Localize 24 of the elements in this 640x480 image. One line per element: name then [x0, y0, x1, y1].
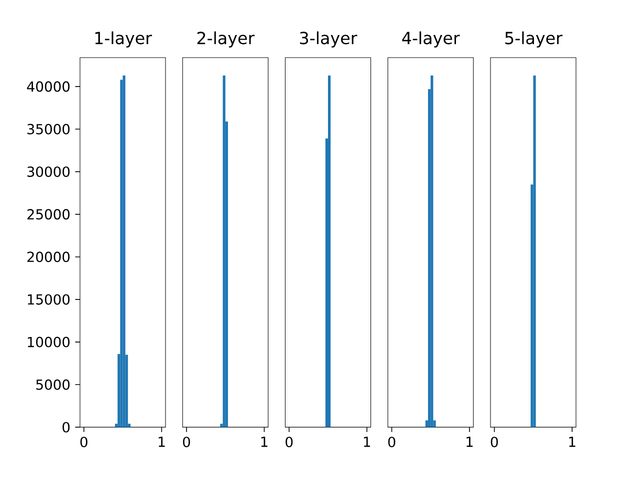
y-tick-label: 10000 [28, 336, 70, 348]
y-tick-label: 40000 [27, 81, 70, 92]
x-tick-label: 1 [569, 436, 576, 447]
x-tick-label: 0 [490, 436, 498, 448]
x-tick-label: 1 [364, 436, 370, 447]
x-tick-label: 1 [466, 436, 473, 447]
chart-title: 2-layer [197, 31, 255, 48]
y-tick-label: 20000 [27, 252, 70, 262]
x-tick-label: 1 [158, 436, 165, 447]
y-tick-label: 5000 [36, 379, 70, 390]
y-tick-label: 15000 [28, 294, 70, 305]
x-tick-label: 1 [261, 436, 268, 447]
x-tick-label: 0 [80, 436, 88, 448]
y-tick-label: 35000 [27, 124, 70, 134]
y-tick-label: 25000 [27, 209, 70, 220]
x-tick-label: 0 [183, 436, 190, 448]
x-tick-label: 0 [286, 436, 293, 448]
x-tick-label: 0 [388, 436, 396, 448]
y-tick-label: 30000 [27, 166, 70, 177]
chart-title: 1-layer [95, 31, 152, 48]
chart-title: 5-layer [505, 31, 562, 48]
y-tick-label: 0 [62, 422, 70, 432]
chart-title: 3-layer [300, 31, 358, 48]
chart-title: 4-layer [402, 31, 460, 48]
